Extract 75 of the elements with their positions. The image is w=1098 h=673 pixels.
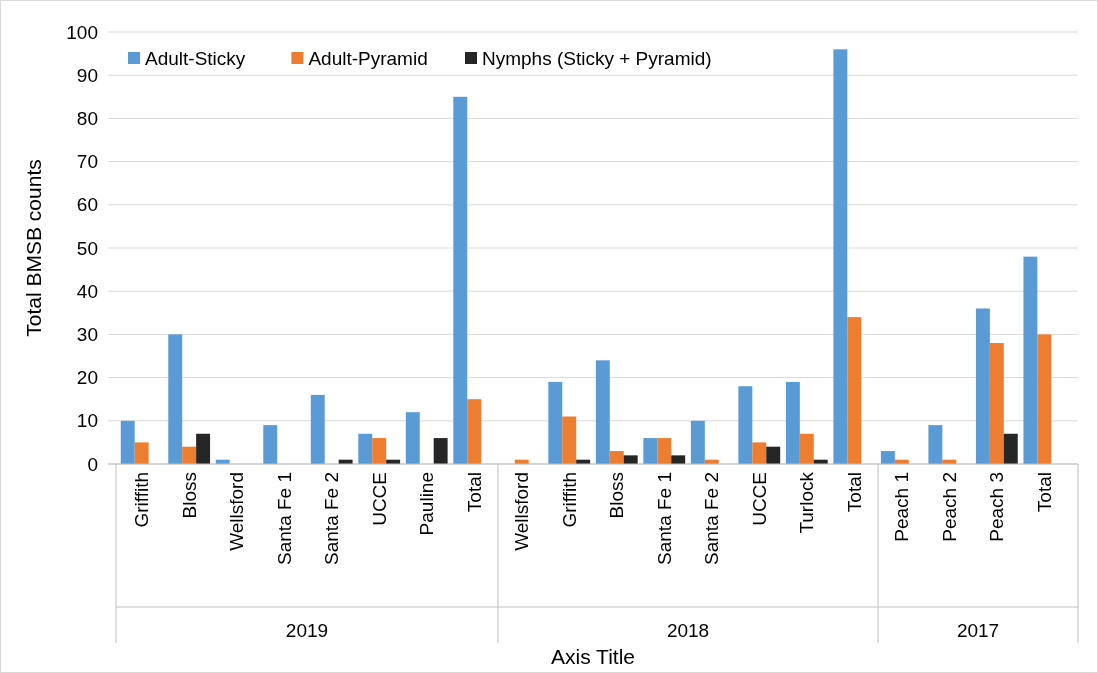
legend-label: Adult-Pyramid	[308, 47, 428, 69]
bar	[643, 438, 658, 464]
bar	[833, 49, 848, 464]
x-tick-label: Santa Fe 1	[653, 472, 675, 565]
x-tick-label: Bloss	[606, 472, 628, 519]
bar	[120, 420, 135, 464]
y-tick-label: 60	[76, 194, 98, 216]
x-tick-label: Total	[463, 472, 485, 513]
y-tick-label: 50	[76, 237, 98, 259]
x-axis-title: Axis Title	[550, 645, 636, 669]
legend-label: Nymphs (Sticky + Pyramid)	[482, 47, 712, 69]
bar	[785, 381, 800, 464]
y-tick-label: 10	[76, 410, 98, 432]
bar	[562, 416, 577, 464]
y-tick-label: 0	[87, 453, 98, 475]
bar	[975, 308, 990, 464]
x-tick-label: Griffith	[131, 472, 153, 528]
y-axis-title: Total BMSB counts	[22, 159, 46, 337]
bar	[467, 399, 482, 464]
bar	[134, 442, 149, 464]
x-tick-label: Wellsford	[226, 472, 248, 551]
bar	[182, 446, 197, 464]
x-tick-label: Total	[843, 472, 865, 513]
x-tick-label: UCCE	[748, 472, 770, 526]
bar	[453, 96, 468, 464]
bar	[766, 446, 781, 464]
bar	[358, 433, 373, 464]
bar	[196, 433, 211, 464]
y-tick-label: 30	[76, 324, 98, 346]
x-tick-label: Peach 3	[986, 472, 1008, 542]
x-tick-label: UCCE	[368, 472, 390, 526]
bar	[168, 334, 183, 464]
bar	[657, 438, 672, 464]
bar	[847, 317, 862, 464]
bar	[1023, 256, 1038, 464]
x-tick-label: Wellsford	[511, 472, 533, 551]
bar	[690, 420, 705, 464]
bar	[548, 381, 563, 464]
bar	[263, 425, 278, 464]
y-tick-label: 100	[66, 21, 98, 43]
y-tick-label: 90	[76, 64, 98, 86]
x-tick-label: Peach 2	[938, 472, 960, 542]
x-tick-label: Total	[1033, 472, 1055, 513]
text: 2019	[285, 619, 329, 641]
bar	[310, 394, 325, 464]
x-tick-label: Santa Fe 2	[701, 472, 723, 565]
y-tick-label: 70	[76, 151, 98, 173]
y-tick-label: 20	[76, 367, 98, 389]
text: 2017	[956, 619, 1000, 641]
x-tick-label: Pauline	[416, 472, 438, 536]
bar	[623, 455, 638, 464]
x-tick-label: Peach 1	[891, 472, 913, 542]
x-tick-label: Santa Fe 2	[321, 472, 343, 565]
x-tick-label: Bloss	[178, 472, 200, 519]
bar	[1037, 334, 1052, 464]
x-tick-label: Turlock	[796, 471, 818, 534]
bar	[433, 438, 448, 464]
bar	[609, 451, 624, 464]
text: 2018	[666, 619, 710, 641]
x-tick-label: Griffith	[558, 472, 580, 528]
bar	[799, 433, 814, 464]
bar	[671, 455, 686, 464]
y-tick-label: 80	[76, 108, 98, 130]
bar	[928, 425, 943, 464]
bar	[405, 412, 420, 464]
y-tick-label: 40	[76, 280, 98, 302]
bar	[595, 360, 610, 464]
bar	[1003, 433, 1018, 464]
bar	[738, 386, 753, 464]
legend-label: Adult-Sticky	[145, 47, 246, 69]
bar	[752, 442, 767, 464]
bar	[880, 451, 895, 464]
bar	[989, 343, 1004, 464]
x-tick-label: Santa Fe 1	[273, 472, 295, 565]
bar	[372, 438, 387, 464]
